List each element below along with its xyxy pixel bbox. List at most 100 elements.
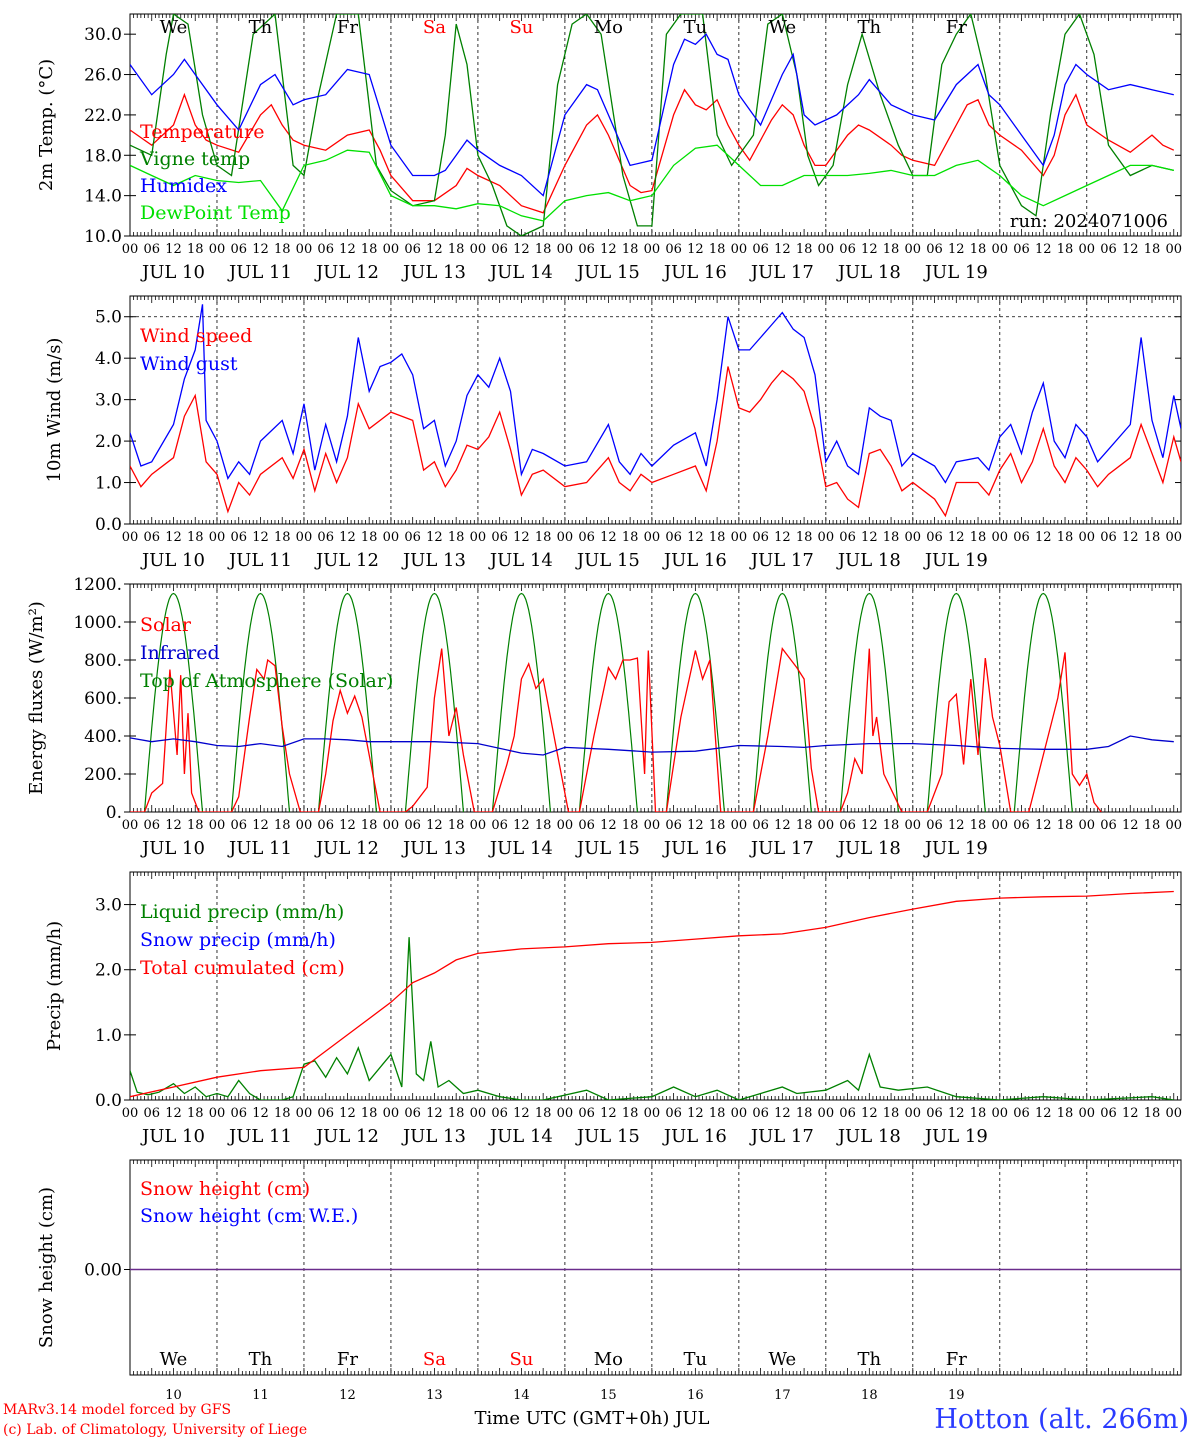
date-label: JUL 17 xyxy=(749,550,814,571)
toa-solar-arc xyxy=(665,592,725,812)
hour-tick-label: 18 xyxy=(187,242,204,257)
weekday-label: Sa xyxy=(423,1349,446,1370)
date-label: JUL 16 xyxy=(662,550,727,571)
hour-tick-label: 12 xyxy=(1122,242,1139,257)
series-line xyxy=(130,890,1174,1098)
hour-tick-label: 18 xyxy=(535,242,552,257)
hour-tick-label: 06 xyxy=(317,530,334,545)
y-tick-label: 0. xyxy=(106,803,122,823)
hour-tick-label: 00 xyxy=(905,530,922,545)
hour-tick-label: 18 xyxy=(796,242,813,257)
hour-tick-label: 18 xyxy=(796,530,813,545)
legend-entry: DewPoint Temp xyxy=(140,202,291,224)
hour-tick-label: 00 xyxy=(644,530,661,545)
date-label: JUL 16 xyxy=(662,1126,727,1147)
hour-tick-label: 18 xyxy=(535,818,552,833)
date-label: JUL 19 xyxy=(923,262,988,283)
series-line xyxy=(130,14,1174,236)
labels-layer: 00 06 12 18 00 06 12 18 00 06 12 18 00 06 12 18 00 06 12 18… xyxy=(26,17,1182,1403)
hour-tick-label: 00 xyxy=(557,1106,574,1121)
hour-tick-label: 00 xyxy=(470,530,487,545)
day-number-label: 15 xyxy=(600,1388,617,1403)
weekday-label: Su xyxy=(509,17,533,38)
y-axis-label: Precip (mm/h) xyxy=(44,921,65,1051)
day-number-label: 19 xyxy=(948,1388,965,1403)
hour-tick-label: 18 xyxy=(883,530,900,545)
hour-tick-label: 12 xyxy=(600,242,617,257)
hour-tick-label: 06 xyxy=(491,1106,508,1121)
date-label: JUL 13 xyxy=(401,838,466,859)
hour-tick-label: 06 xyxy=(665,242,682,257)
hour-tick-label: 00 xyxy=(383,530,400,545)
weekday-label: Th xyxy=(249,17,273,38)
hour-tick-label: 12 xyxy=(339,818,356,833)
hour-tick-label: 12 xyxy=(687,818,704,833)
weekday-label: Tu xyxy=(684,17,708,38)
date-label: JUL 17 xyxy=(749,838,814,859)
y-tick-label: 800. xyxy=(84,651,122,671)
hour-tick-label: 18 xyxy=(970,818,987,833)
hour-tick-label: 06 xyxy=(230,242,247,257)
hour-tick-label: 00 xyxy=(209,1106,226,1121)
hour-tick-label: 00 xyxy=(383,818,400,833)
hour-tick-label: 12 xyxy=(687,242,704,257)
hour-tick-label: 12 xyxy=(687,1106,704,1121)
legend-entry: Wind gust xyxy=(140,353,238,375)
hour-tick-label: 12 xyxy=(165,242,182,257)
weekday-label: Th xyxy=(858,17,882,38)
date-label: JUL 19 xyxy=(923,838,988,859)
hour-tick-label: 18 xyxy=(448,242,465,257)
legend-entry: Temperature xyxy=(140,121,264,143)
hour-tick-label: 00 xyxy=(1078,1106,1095,1121)
hour-tick-label: 06 xyxy=(839,242,856,257)
hour-tick-label: 00 xyxy=(731,1106,748,1121)
hour-tick-label: 12 xyxy=(339,530,356,545)
weekday-label: Fr xyxy=(337,1349,358,1370)
y-axis-label: 10m Wind (m/s) xyxy=(44,338,65,483)
y-tick-label: 14.0 xyxy=(84,187,122,207)
y-tick-label: 3.0 xyxy=(95,391,122,411)
hour-tick-label: 06 xyxy=(143,1106,160,1121)
hour-tick-label: 00 xyxy=(209,242,226,257)
hour-tick-label: 18 xyxy=(622,818,639,833)
y-tick-label: 1.0 xyxy=(95,474,122,494)
y-tick-label: 4.0 xyxy=(95,349,122,369)
x-axis-title: Time UTC (GMT+0h) JUL xyxy=(475,1408,710,1429)
panel-frame xyxy=(129,583,1182,813)
legend-entry: Top of Atmosphere (Solar) xyxy=(140,670,393,692)
day-number-label: 17 xyxy=(774,1388,791,1403)
hour-tick-label: 00 xyxy=(818,530,835,545)
weekday-label: Fr xyxy=(946,1349,967,1370)
date-label: JUL 13 xyxy=(401,1126,466,1147)
hour-tick-label: 06 xyxy=(230,1106,247,1121)
hour-tick-label: 12 xyxy=(339,242,356,257)
hour-tick-label: 18 xyxy=(187,818,204,833)
hour-tick-label: 12 xyxy=(861,242,878,257)
day-number-label: 13 xyxy=(426,1388,443,1403)
hour-tick-label: 00 xyxy=(992,1106,1009,1121)
hour-tick-label: 18 xyxy=(622,530,639,545)
hour-tick-label: 12 xyxy=(1035,530,1052,545)
legend-entry: Solar xyxy=(140,614,192,636)
hour-tick-label: 12 xyxy=(426,530,443,545)
hour-tick-label: 00 xyxy=(992,530,1009,545)
hour-tick-label: 06 xyxy=(491,530,508,545)
hour-tick-label: 12 xyxy=(426,242,443,257)
hour-tick-label: 18 xyxy=(883,242,900,257)
run-label: run: 2024071006 xyxy=(1010,211,1168,232)
weekday-label: Th xyxy=(249,1349,273,1370)
hour-tick-label: 12 xyxy=(861,818,878,833)
hour-tick-label: 12 xyxy=(774,242,791,257)
hour-tick-label: 00 xyxy=(122,242,139,257)
date-label: JUL 19 xyxy=(923,550,988,571)
hour-tick-label: 06 xyxy=(839,530,856,545)
toa-solar-arc xyxy=(230,592,291,812)
hour-tick-label: 18 xyxy=(1144,818,1161,833)
hour-tick-label: 00 xyxy=(296,242,313,257)
weekday-label: We xyxy=(160,1349,188,1370)
legend-entry: Liquid precip (mm/h) xyxy=(140,901,344,923)
date-label: JUL 16 xyxy=(662,838,727,859)
hour-tick-label: 12 xyxy=(252,818,269,833)
hour-tick-label: 00 xyxy=(1165,818,1182,833)
hour-tick-label: 18 xyxy=(1057,530,1074,545)
